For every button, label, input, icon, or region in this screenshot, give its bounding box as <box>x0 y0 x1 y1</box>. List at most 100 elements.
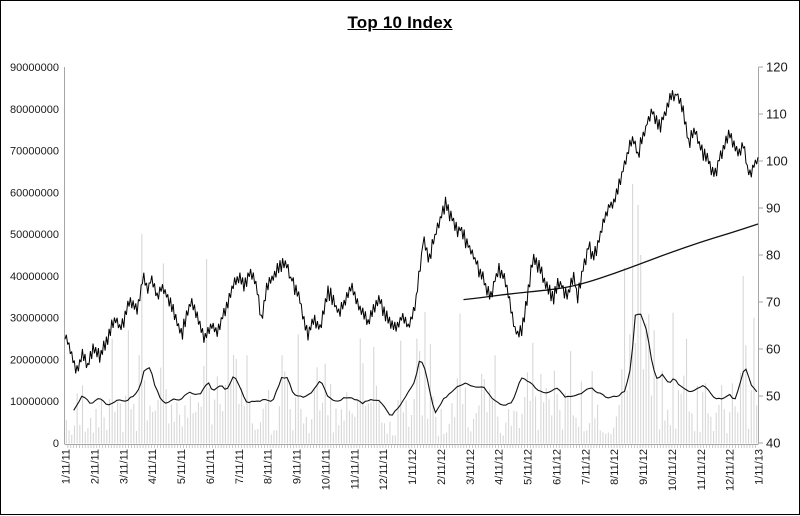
x-axis-label: 9/11/12 <box>638 449 650 485</box>
volume-bar <box>286 377 289 444</box>
volume-bar <box>683 375 685 444</box>
volume-bar <box>292 430 294 444</box>
volume-bar <box>68 430 70 444</box>
volume-bar <box>284 371 286 444</box>
right-axis-tick-label: 100 <box>766 154 788 169</box>
volume-bar <box>408 426 410 444</box>
volume-bar <box>281 355 283 444</box>
volume-bar <box>416 338 418 444</box>
volume-bar <box>392 435 394 444</box>
volume-bar <box>467 427 469 444</box>
volume-bar <box>117 401 119 444</box>
volume-bar <box>718 405 720 444</box>
volume-bar <box>731 383 733 444</box>
price-series-line <box>64 90 759 374</box>
x-axis-label: 12/11/12 <box>725 449 737 491</box>
left-axis-tick-label: 30000000 <box>10 313 59 325</box>
volume-bar <box>629 334 631 444</box>
volume-bar <box>90 417 92 444</box>
volume-bar <box>289 409 291 444</box>
volume-bar <box>427 418 429 444</box>
volume-bar <box>321 402 324 444</box>
volume-bar <box>532 342 534 444</box>
volume-bar <box>98 427 100 444</box>
volume-bar <box>578 426 580 444</box>
volume-bar <box>351 413 353 444</box>
volume-bar <box>254 429 256 444</box>
volume-bar <box>195 411 197 444</box>
volume-bar <box>179 414 181 444</box>
volume-bar <box>71 434 73 444</box>
volume-bar <box>602 432 604 444</box>
volume-bar <box>494 355 496 444</box>
volume-bar <box>170 404 173 444</box>
volume-bar <box>543 402 545 444</box>
volume-bar <box>114 411 116 444</box>
x-axis-label: 10/11/12 <box>667 449 679 491</box>
volume-bar <box>472 418 475 444</box>
volume-bar <box>219 403 221 444</box>
volume-bar <box>106 429 108 444</box>
volume-bar <box>756 405 758 444</box>
volume-bar <box>626 390 628 444</box>
volume-bar <box>313 388 315 444</box>
left-axis-tick-label: 40000000 <box>10 271 59 283</box>
volume-bar <box>491 398 493 444</box>
volume-bar <box>203 365 205 444</box>
volume-bar <box>346 392 348 444</box>
volume-bar <box>87 428 89 444</box>
volume-bar <box>125 395 127 444</box>
volume-bar <box>383 423 386 444</box>
right-axis-tick-label: 50 <box>766 389 780 404</box>
volume-bar <box>597 404 599 444</box>
volume-bar <box>454 417 456 444</box>
right-axis-tick-label: 70 <box>766 295 780 310</box>
volume-bar <box>316 367 318 444</box>
volume-bar <box>308 433 310 444</box>
volume-bar <box>456 378 458 444</box>
volume-bar <box>613 427 615 444</box>
volume-bar <box>359 338 361 444</box>
volume-bar <box>181 426 183 444</box>
volume-bar <box>92 432 94 444</box>
x-axis-label: 5/11/12 <box>523 449 535 485</box>
x-axis-label: 2/11/12 <box>436 449 448 485</box>
volume-bar <box>373 346 375 444</box>
volume-bar <box>354 416 356 444</box>
volume-bar <box>459 313 461 444</box>
volume-bar <box>214 399 216 444</box>
volume-bar <box>677 390 679 444</box>
volume-bar <box>119 403 121 444</box>
volume-bar <box>688 411 690 444</box>
volume-bar <box>216 376 218 444</box>
volume-bar <box>537 429 539 444</box>
volume-bar <box>640 255 642 444</box>
volume-bar <box>545 388 547 444</box>
volume-bar <box>478 405 480 444</box>
volume-bar <box>303 423 305 444</box>
volume-bar <box>672 312 674 444</box>
volume-bar <box>232 355 235 444</box>
volume-bar <box>130 409 132 444</box>
volume-bar <box>327 415 329 444</box>
volume-bar <box>200 406 202 444</box>
volume-bar <box>238 403 240 444</box>
volume-bar <box>664 420 666 444</box>
volume-bar <box>311 419 313 444</box>
volume-bar <box>305 416 307 444</box>
volume-bar <box>235 358 237 444</box>
volume-bar <box>152 411 154 444</box>
volume-bar <box>513 410 515 444</box>
volume-bar <box>257 428 259 444</box>
volume-bar <box>734 406 736 444</box>
volume-bar <box>122 431 124 444</box>
volume-bar <box>343 420 345 444</box>
volume-bar <box>348 410 351 444</box>
volume-bar <box>572 415 574 444</box>
volume-bar <box>475 413 477 444</box>
volume-bar <box>653 330 655 444</box>
volume-bar <box>330 383 332 444</box>
volume-bar <box>108 399 111 444</box>
